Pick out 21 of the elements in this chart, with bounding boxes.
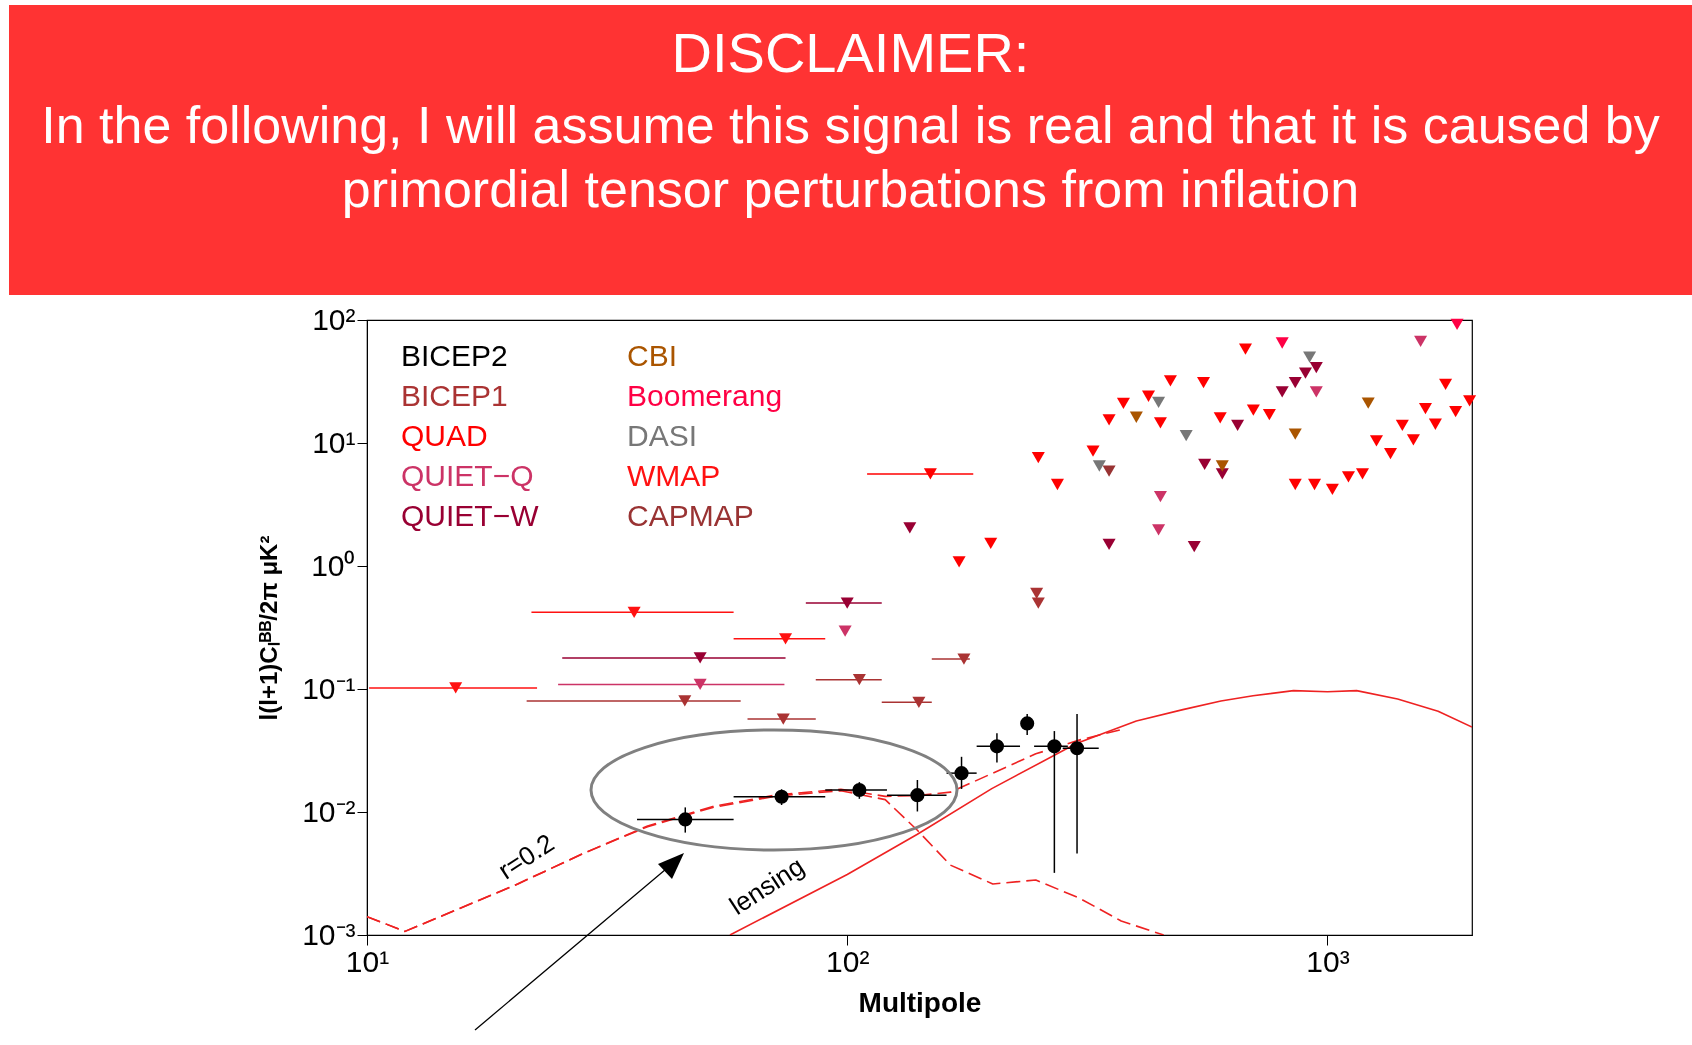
y-axis-title: l(l+1)Cₗᴮᴮ/2π μK² — [255, 535, 283, 721]
text: CBI — [627, 339, 678, 372]
text: BICEP1 — [401, 379, 508, 412]
x-tick-label: 10³ — [1306, 944, 1350, 978]
text: QUIET−Q — [401, 459, 534, 492]
y-tick-label: 10² — [312, 302, 356, 336]
banner: DISCLAIMER: In the following, I will assume this signal is real and that it is caused by primordial tensor perturbations from inflation — [9, 5, 1692, 295]
y-tick-label: 10⁻² — [302, 794, 356, 828]
y-tick-label: 10¹ — [312, 425, 356, 459]
text: Boomerang — [627, 379, 783, 412]
text: BICEP2 — [401, 339, 508, 372]
text: WMAP — [627, 459, 721, 492]
text: QUAD — [401, 419, 488, 452]
text: QUIET−W — [401, 499, 540, 532]
y-tick-label: 10⁰ — [311, 548, 356, 582]
y-tick-label: 10⁻¹ — [302, 671, 356, 705]
x-tick-label: 10² — [826, 944, 870, 978]
text: DASI — [627, 419, 698, 452]
text: CAPMAP — [627, 499, 754, 532]
annotation: r=0.2 — [492, 827, 560, 886]
x-axis-title: Multipole — [858, 986, 982, 1018]
